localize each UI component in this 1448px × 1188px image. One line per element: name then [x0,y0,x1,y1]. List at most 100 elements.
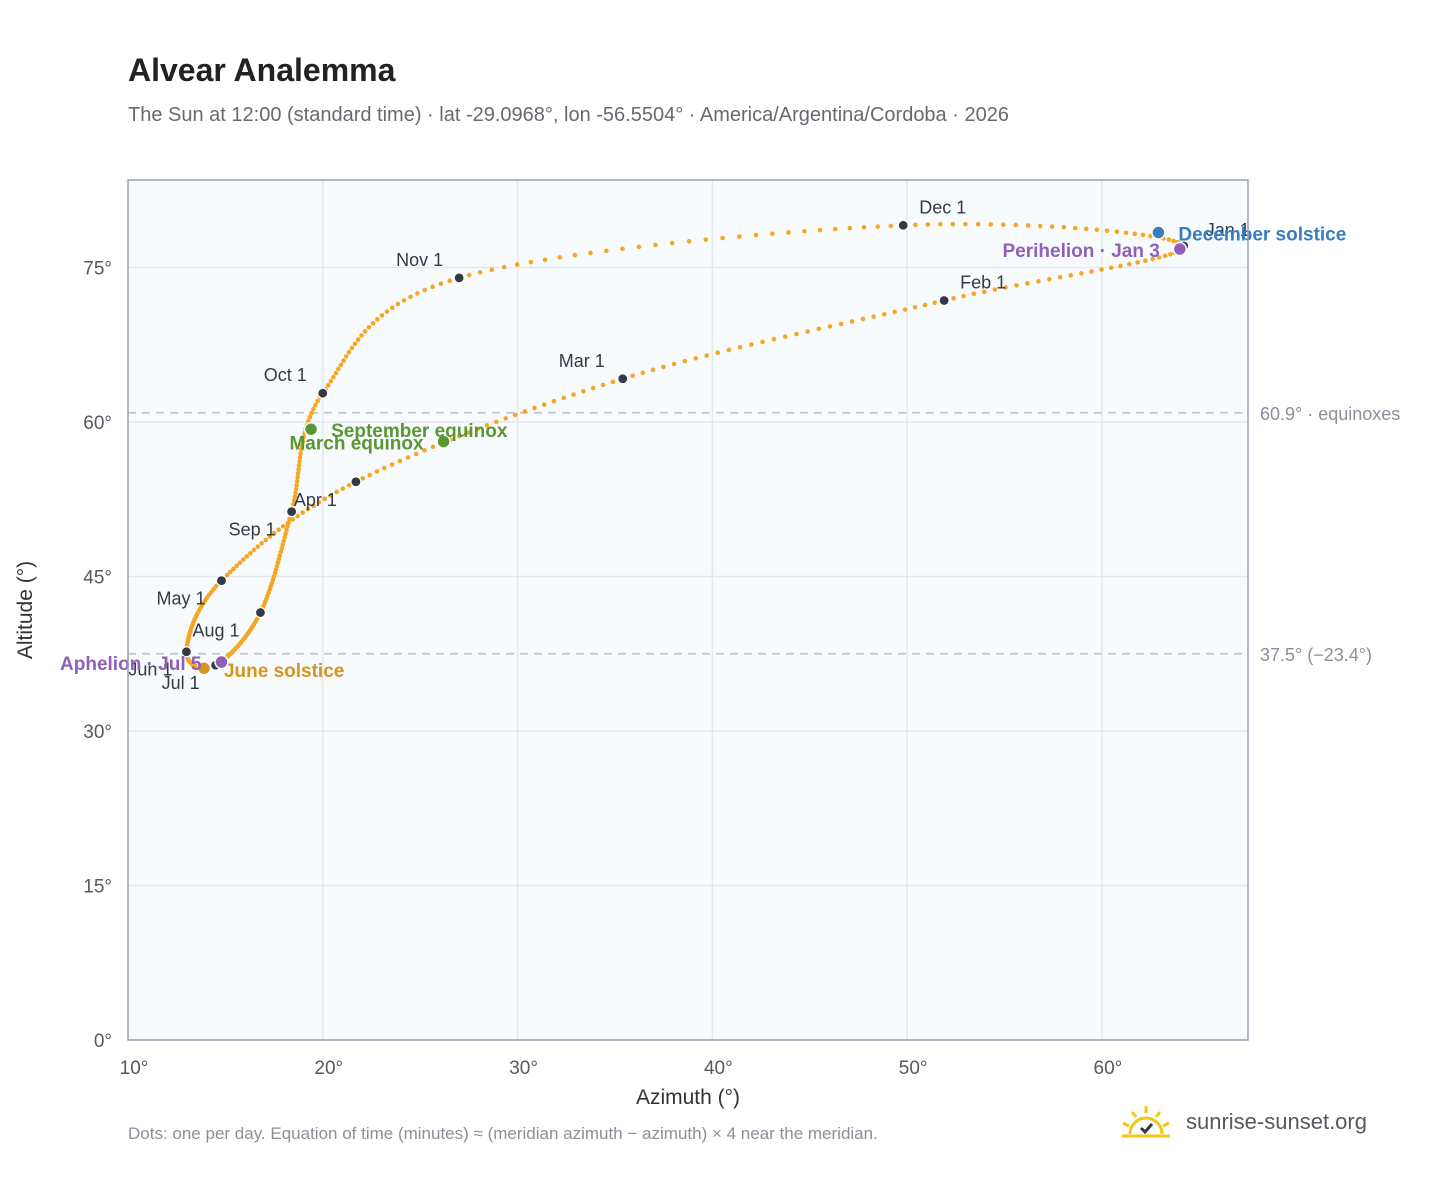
day-dot [686,239,692,244]
month-dot [938,294,950,307]
day-dot [1037,223,1043,229]
month-label: May 1 [156,589,205,609]
day-dot [405,455,411,460]
month-dot [215,575,228,587]
day-dot [305,418,311,424]
day-dot [296,467,301,472]
day-dot [1049,224,1055,229]
day-dot [861,225,867,230]
day-dot [1171,238,1176,244]
day-dot [237,560,243,566]
day-dot [541,402,547,407]
day-dot [231,566,236,572]
day-dot [961,293,966,299]
day-dot [305,506,311,512]
y-tick-label: 45° [83,568,112,589]
day-dot [325,382,331,388]
day-dot [279,546,285,551]
month-dot [254,606,267,619]
day-dot [276,527,281,533]
day-dot [771,336,777,342]
day-dot [273,567,279,573]
day-dot [352,341,358,347]
day-dot [992,287,998,292]
month-dot [317,387,329,399]
day-dot [489,267,495,273]
day-dot [298,446,304,452]
day-dot [300,438,306,444]
day-dot [720,235,725,241]
x-tick-label: 30° [509,1058,538,1079]
day-dot [278,549,284,555]
month-label: Dec 1 [919,197,966,217]
day-dot [322,496,327,502]
day-dot [571,392,576,397]
day-dot [293,486,299,492]
plot-frame [127,179,1249,1041]
month-dot [180,646,193,658]
day-dot [1135,260,1140,265]
day-dot [1150,256,1155,262]
day-dot [255,544,261,549]
day-dot [228,569,233,575]
day-dot [913,222,918,228]
brand-name: sunrise-sunset.org [1186,1109,1367,1134]
day-dot [389,305,395,311]
day-dot [299,442,305,448]
event-dot [436,434,451,449]
event-label: March equinox [289,434,424,455]
event-label: Aphelion · Jul 5 [60,654,202,675]
day-dot [703,237,709,242]
day-dot [737,234,742,239]
month-label: Jun 1 [128,660,172,680]
day-dot [336,366,341,372]
day-dot [430,284,435,290]
day-dot [975,221,981,227]
plot-background [128,180,1248,1040]
day-dot [240,557,246,562]
day-dot [395,301,401,307]
day-dot [892,309,897,315]
day-dot [1061,225,1067,230]
day-dot [802,228,807,234]
day-dot [362,329,368,334]
day-dot [466,272,472,278]
day-dot [346,482,352,488]
day-dot [333,370,339,376]
day-dot [1047,276,1052,282]
day-dot [343,354,349,359]
sun-logo-icon [1122,1106,1170,1138]
day-dot [297,459,302,464]
day-dot [280,542,285,548]
day-dot [477,270,483,275]
day-dot [283,531,288,537]
event-label: December solstice [1178,225,1346,246]
y-tick-label: 30° [83,722,112,743]
day-dot [370,320,376,326]
chart-title: Alvear Analemma [128,52,396,88]
y-tick-label: 15° [83,877,112,898]
day-dot [704,353,709,358]
day-dot [532,405,537,411]
day-dot [366,325,372,330]
day-dot [271,530,277,536]
day-dot [397,458,403,464]
x-tick-label: 50° [899,1058,928,1079]
day-dot [457,433,462,439]
day-dot [328,378,334,384]
day-dot [1083,226,1089,232]
day-dot [1072,225,1078,231]
day-dot [438,281,444,287]
day-dot [925,222,931,227]
footnote: Dots: one per day. Equation of time (min… [128,1124,878,1143]
day-dot [286,520,291,525]
day-dot [653,242,658,248]
day-dot [971,291,977,297]
day-dot [650,367,656,373]
day-dot [292,494,298,500]
day-dot [315,398,320,404]
day-dot [475,426,480,432]
